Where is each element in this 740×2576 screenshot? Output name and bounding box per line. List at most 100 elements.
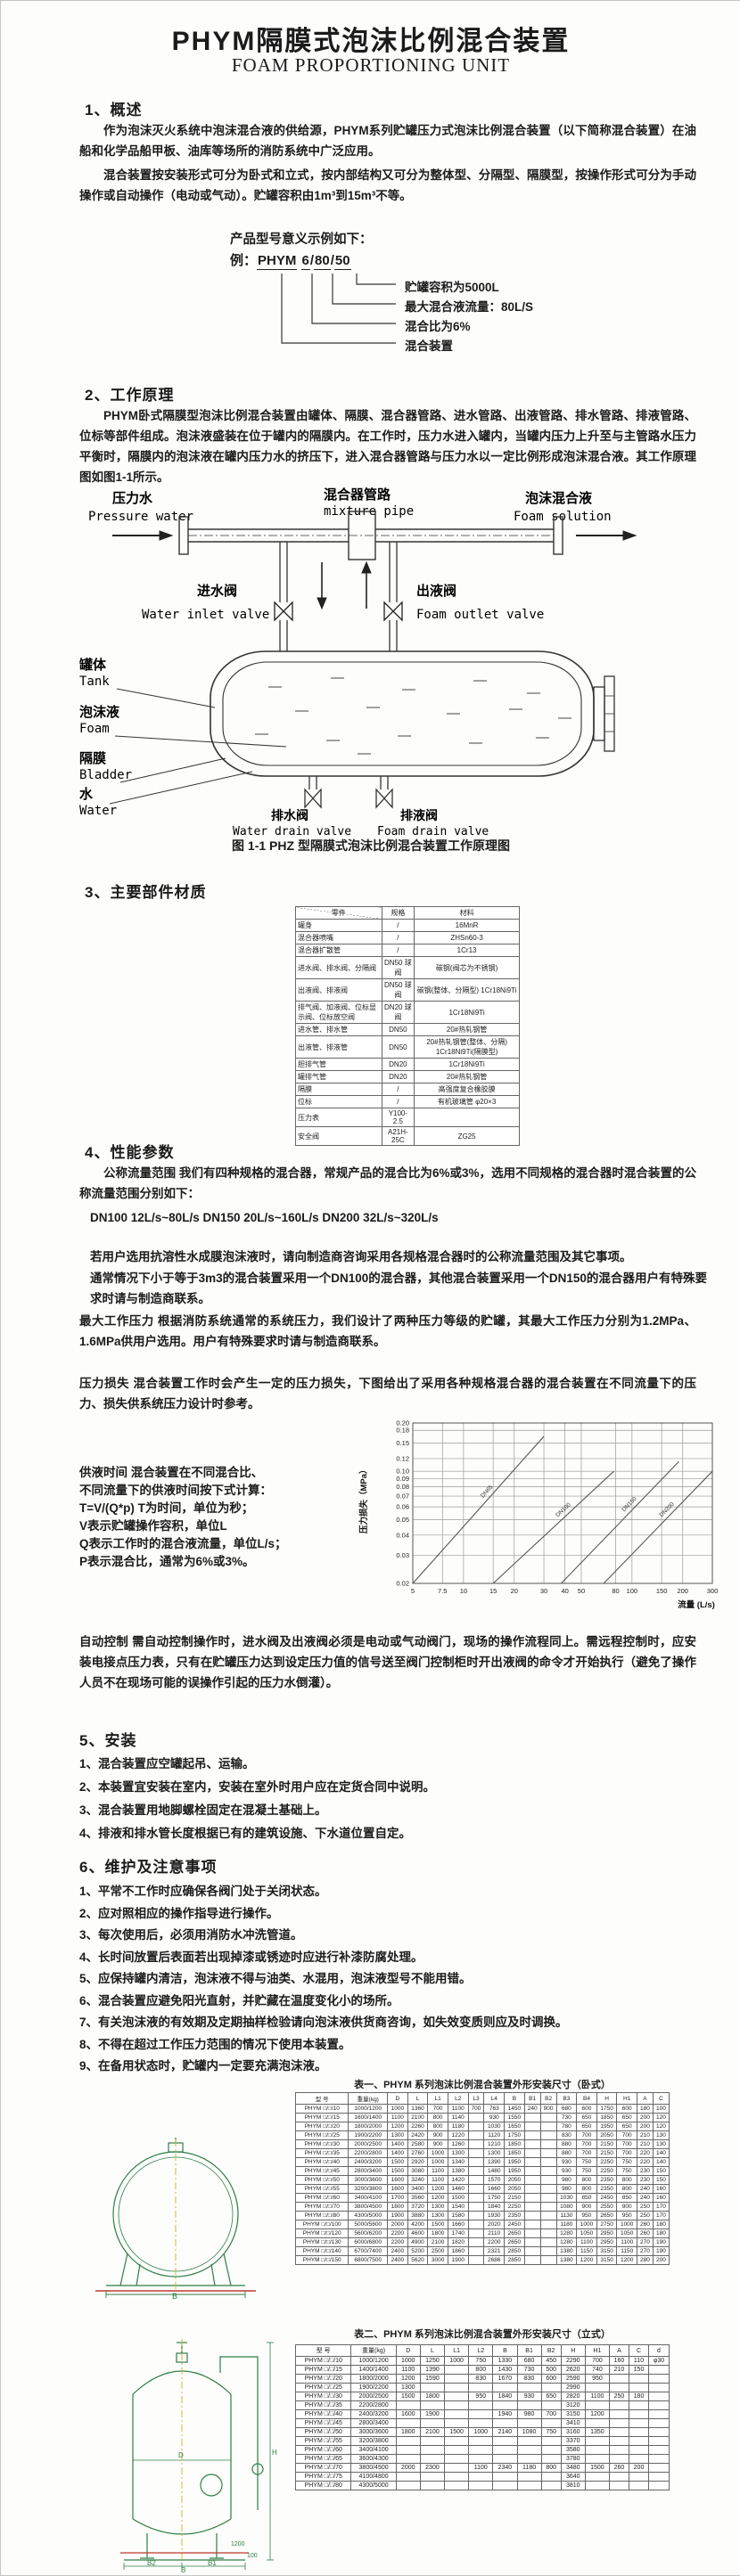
column-header: A [608, 2344, 630, 2357]
table-row: PHYM □/□/15 1600/1400 1100 2100 800 1140 930 15… [294, 2113, 670, 2122]
table-row: PHYM □/□/55 3200/3800 1600 3400 1200 1460 1660… [294, 2184, 670, 2194]
series-label: DN65 [480, 1484, 495, 1499]
tank-drawing [210, 650, 615, 777]
list-item: 不同流量下的供液时间按下式计算： [79, 1484, 272, 1497]
model-callout-device: 混合装置 [405, 339, 453, 353]
list-item: 2、应对照相应的操作指导进行操作。 [79, 1906, 279, 1920]
table1-header: 型 号重量(kg) D L L1 L2 L3 L4 B B1 B2 B3 B4 H H1 A C [294, 2092, 670, 2105]
column-header: L [419, 2344, 446, 2357]
svg-text:进水阀: 进水阀 [197, 583, 237, 599]
svg-text:Foam: Foam [79, 722, 110, 736]
table-row: PHYM □/□/45 2800/3400 1500 3080 1100 1380 1480… [294, 2166, 670, 2176]
inlet-valve-symbol [274, 601, 293, 622]
svg-text:压力水: 压力水 [112, 490, 153, 506]
pressure-loss-paragraph: 压力损失 混合装置工作时会产生一定的压力损失，下图给出了采用各种规格混合器的混合… [79, 1377, 696, 1411]
svg-text:100: 100 [247, 2553, 258, 2559]
table-row: 排气阀、加液阀、位标显示阀、位标放空阀 DN20 球阀 1Cr18Ni9Ti [295, 1001, 520, 1024]
figure-caption: 图 1-1 PHZ 型隔膜式泡沫比例混合装置工作原理图 [232, 838, 510, 853]
section-6-heading: 6、维护及注意事项 [79, 1859, 218, 1876]
series-line [603, 1470, 713, 1584]
svg-text:泡沫液: 泡沫液 [79, 704, 120, 720]
column-header: 零件 [295, 906, 382, 920]
list-item: 8、不得在超过工作压力范围的情况下使用本装置。 [79, 2037, 351, 2051]
list-item: 2、本装置宜安装在室内，安装在室外时用户应在定货合同中说明。 [79, 1780, 436, 1794]
column-header: L2 [468, 2344, 494, 2357]
working-principle-figure: 压力水 Pressure water 混合器管路 mixture pipe 泡沫… [78, 487, 637, 838]
column-header: H [596, 2092, 618, 2105]
x-tick-label: 7.5 [438, 1587, 447, 1595]
table-row: PHYM □/□/140 6700/7400 2400 5200 2500 1860 232… [294, 2246, 670, 2256]
model-example-label: 例： [230, 253, 258, 268]
series-label: DN100 [555, 1501, 572, 1518]
column-header: 重量(kg) [350, 2344, 397, 2357]
svg-text:Water inlet valve: Water inlet valve [142, 608, 269, 622]
foam-texture [255, 677, 571, 755]
flow-range-values: DN100 12L/s~80L/s DN150 20L/s~160L/s DN2… [90, 1211, 439, 1224]
column-header: 型 号 [294, 2092, 349, 2105]
direction-arrows [317, 560, 372, 610]
table-row: PHYM □/□/20 1800/2000 1200 2260 800 1180 1030 1… [294, 2122, 670, 2131]
table-row: PHYM □/□/65 3600/4300 3780 [294, 2454, 670, 2464]
svg-text:B: B [181, 2566, 185, 2572]
section-1-paragraph-1: 作为泡沫灭火系统中泡沫混合液的供给源，PHYM系列贮罐压力式泡沫比例混合装置（以… [79, 124, 696, 158]
list-item: 9、在备用状态时，贮罐内一定要充满泡沫液。 [79, 2059, 327, 2073]
model-code-volume: 50 [333, 253, 351, 270]
y-tick-label: 0.04 [396, 1531, 409, 1539]
table-row: 出液阀、排液阀 DN50 球阀 碳钢(整体、分隔型) 1Cr18Ni9Ti [295, 978, 520, 1002]
column-header: B3 [555, 2092, 578, 2105]
column-header: B1 [523, 2092, 541, 2105]
x-tick-label: 200 [677, 1587, 688, 1595]
svg-text:1200: 1200 [231, 2541, 245, 2547]
column-header: L3 [467, 2092, 485, 2105]
table-row: PHYM □/□/15 1400/1400 1100 1390 800 1430 730 50… [294, 2365, 670, 2375]
maintenance-list: 1、平常不工作时应确保各阀门处于关闭状态。 2、应对照相应的操作指导进行操作。 3、… [79, 1881, 568, 2078]
series-line [412, 1435, 545, 1584]
table-row: PHYM □/□/10 1000/1200 1000 1250 1000 750 1330 6… [294, 2356, 670, 2366]
model-code-ratio: 6 [300, 253, 310, 270]
x-tick-label: 100 [627, 1587, 638, 1595]
column-header: 重量(kg) [348, 2092, 389, 2105]
column-header: L1 [427, 2092, 448, 2105]
table-row: PHYM □/□/60 3400/4100 1700 3560 1200 1500 1750… [294, 2193, 670, 2203]
table-row: PHYM □/□/35 2200/2800 1400 2760 1000 1300 1300… [294, 2148, 670, 2158]
list-item: T=V/(Q*p) T为时间，单位为秒； [79, 1501, 254, 1515]
inlet-outlet-pipes [279, 542, 398, 651]
y-tick-label: 0.06 [396, 1503, 409, 1511]
y-axis-label: 压力损失（MPa） [358, 1465, 369, 1533]
table-row: PHYM □/□/130 6000/6800 2200 4900 2100 1820 220… [294, 2237, 670, 2247]
table-row: PHYM □/□/40 2400/3200 1500 2920 1000 1340 1390… [294, 2157, 670, 2167]
column-header: D [387, 2092, 408, 2105]
table-row: PHYM □/□/80 4300/5000 3810 [294, 2481, 670, 2490]
y-tick-label: 0.03 [396, 1551, 409, 1559]
table-row: PHYM □/□/75 4100/4800 3640 [294, 2472, 670, 2482]
model-intro: 产品型号意义示例如下： [230, 233, 373, 247]
table-row: 隔膜 / 高强度复合橡胶膜 [295, 1083, 520, 1096]
table-row: 胆排气管 DN20 1Cr18Ni9Ti [295, 1058, 520, 1071]
table2-title: 表二、PHYM 系列泡沫比例混合装置外形安装尺寸（立式） [354, 2329, 611, 2340]
series-label: DN200 [659, 1501, 676, 1519]
model-code: 例：PHYM 6/80/50 [230, 253, 351, 270]
list-item: P表示混合比，通常为6%或3%。 [79, 1555, 255, 1568]
y-tick-label: 0.08 [396, 1483, 409, 1491]
column-header: 规格 [381, 906, 415, 920]
max-pressure-paragraph: 最大工作压力 根据消防系统通常的系统压力，我们设计了两种压力等级的贮罐，其最大工… [79, 1314, 696, 1348]
svg-text:D: D [178, 2451, 184, 2459]
model-callout-ratio: 混合比为6% [405, 320, 471, 333]
list-item: Q表示工作时的混合液流量，单位L/s； [79, 1537, 287, 1550]
table-row: 位标 / 有机玻璃管 φ20×3 [295, 1095, 520, 1108]
table-row: 出液管、排液管 DN50 20#热轧钢管(整体、分隔) 1Cr18Ni9Ti(隔膜型… [295, 1035, 520, 1059]
horizontal-tank-drawing: B [95, 2138, 256, 2300]
flow-range-paragraph: 公称流量范围 我们有四种规格的混合器，常规产品的混合比为6%或3%，选用不同规格… [79, 1166, 696, 1200]
section-2-heading: 2、工作原理 [85, 387, 175, 404]
svg-text:Water drain valve: Water drain valve [233, 825, 351, 838]
svg-text:水: 水 [79, 786, 94, 802]
y-tick-label: 0.20 [396, 1419, 409, 1427]
materials-table-header: 零件 规格 材料 [295, 906, 520, 920]
table-row: PHYM □/□/100 5000/5600 2000 4200 1500 1660 202… [294, 2220, 670, 2229]
column-header: D [395, 2344, 421, 2357]
list-item: 4、长时间放置后表面若出现掉漆或锈迹时应进行补漆防腐处理。 [79, 1950, 423, 1964]
table-row: PHYM □/□/40 2400/3200 1600 1900 1940 980 700 31… [294, 2409, 670, 2419]
svg-text:Foam outlet valve: Foam outlet valve [416, 608, 544, 622]
svg-text:排液阀: 排液阀 [400, 808, 438, 822]
